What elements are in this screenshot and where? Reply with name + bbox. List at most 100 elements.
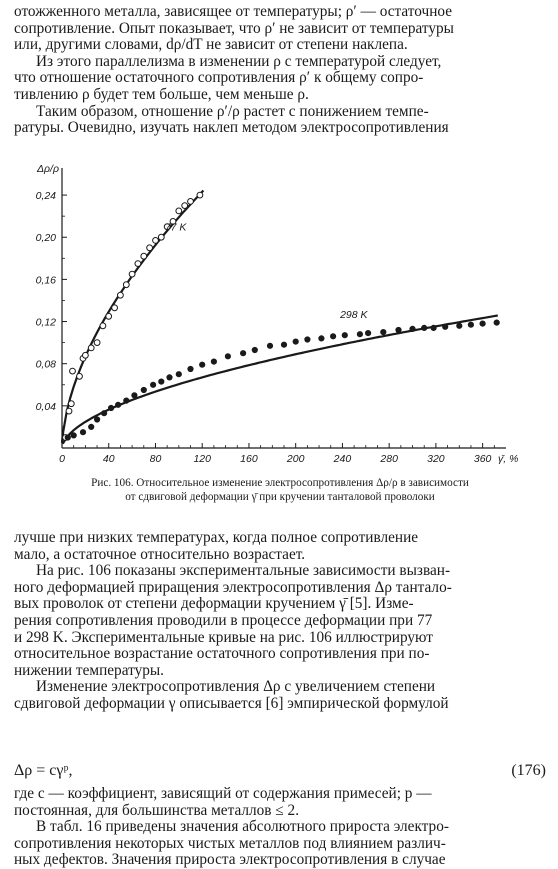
body-paragraph: лучше при низких температурах, когда пол…: [14, 530, 546, 713]
point-298k: [94, 416, 101, 423]
point-77k: [134, 260, 142, 267]
y-tick-label: 0,20: [36, 232, 57, 244]
point-298k: [251, 346, 258, 354]
point-298k: [266, 342, 274, 349]
point-298k: [409, 325, 416, 332]
point-298k: [166, 374, 173, 381]
point-77k: [187, 198, 194, 205]
text-line: где c — коэффициент, зависящий от содерж…: [14, 786, 432, 802]
text-line: вых проволок от степени деформации круче…: [14, 596, 414, 613]
point-298k: [430, 324, 437, 331]
text-line: Таким образом, отношение ρ′/ρ растет с п…: [36, 103, 429, 120]
point-77k: [169, 218, 177, 225]
text-line: и 298 K. Экспериментальные кривые на рис…: [14, 629, 433, 646]
point-77k: [93, 339, 101, 347]
point-298k: [79, 429, 87, 436]
point-298k: [330, 333, 337, 340]
x-tick-label: 40: [103, 453, 115, 465]
point-77k: [152, 237, 159, 244]
point-298k: [115, 401, 122, 408]
point-298k: [187, 365, 194, 373]
point-298k: [64, 434, 71, 441]
point-77k: [128, 270, 136, 278]
point-77k: [181, 202, 189, 209]
y-tick-label: 0,16: [36, 274, 57, 286]
point-298k: [442, 323, 449, 330]
point-298k: [199, 361, 206, 368]
y-tick-label: 0,12: [36, 317, 57, 329]
y-tick-label: 0,24: [36, 190, 57, 202]
point-298k: [365, 330, 372, 337]
chart-curves: [60, 189, 498, 445]
bottom-paragraph: где c — коэффициент, зависящий от содерж…: [14, 786, 546, 869]
point-298k: [479, 320, 486, 327]
text-line: сдвиговой деформации γ описывается [6] э…: [14, 695, 449, 712]
x-tick-label: 360: [474, 453, 492, 465]
point-298k: [140, 386, 147, 394]
x-tick-label: 160: [240, 453, 258, 465]
y-tick-label: 0,04: [36, 401, 57, 413]
x-axis-label: γ̄, %: [498, 453, 518, 465]
point-77k: [87, 344, 95, 352]
point-77k: [69, 367, 76, 375]
text-line: ратуры. Очевидно, изучать наклеп методом…: [14, 120, 449, 137]
x-tick-label: 320: [427, 453, 445, 465]
point-77k: [105, 312, 113, 320]
text-line: рения сопротивления проводили в процессе…: [14, 612, 433, 629]
point-298k: [456, 322, 463, 329]
point-298k: [210, 358, 217, 365]
point-298k: [292, 338, 299, 345]
point-298k: [467, 321, 474, 328]
point-77k: [76, 372, 83, 380]
point-298k: [131, 392, 138, 399]
x-tick-label: 120: [193, 453, 211, 465]
point-298k: [280, 341, 288, 348]
point-77k: [163, 223, 171, 231]
point-77k: [157, 233, 165, 241]
point-77k: [175, 207, 183, 215]
point-298k: [395, 326, 402, 334]
text-line: Изменение электросопротивления Δρ с увел…: [36, 679, 436, 696]
point-298k: [224, 353, 231, 360]
text-line: относительное возрастание остаточного со…: [14, 646, 430, 663]
chart-axes: [61, 168, 506, 449]
text-line: или, другими словами, dρ/dT не зависит о…: [14, 37, 408, 54]
point-77k: [196, 191, 204, 199]
caption-line: Рис. 106. Относительное изменение электр…: [91, 477, 469, 489]
x-tick-label: 200: [286, 453, 305, 465]
point-298k: [123, 397, 130, 404]
point-298k: [421, 324, 428, 331]
caption-line: от сдвиговой деформации γ̄ при кручении …: [125, 491, 435, 503]
point-298k: [150, 381, 157, 388]
x-tick-label: 0: [59, 453, 65, 465]
point-77k: [111, 304, 118, 312]
point-77k: [67, 400, 75, 408]
text-line: тивлению ρ будет тем больше, чем меньше …: [14, 86, 309, 103]
point-77k: [122, 281, 130, 289]
text-line: ных дефектов. Значения прироста электрос…: [14, 852, 446, 869]
x-tick-label: 80: [150, 453, 162, 465]
text-line: лучше при низких температурах, когда пол…: [14, 530, 419, 546]
figure-caption: Рис. 106. Относительное изменение электр…: [20, 476, 540, 504]
curve-298k: [61, 314, 498, 445]
text-line: На рис. 106 показаны экспериментальные з…: [36, 563, 451, 580]
text-line: нижении температуры.: [14, 662, 164, 679]
point-298k: [70, 432, 77, 439]
curve-label-298k: 298 K: [339, 309, 368, 321]
y-axis-label: Δρ/ρ: [36, 163, 59, 175]
point-298k: [380, 329, 387, 336]
text-line: что отношение остаточного сопротивления …: [14, 70, 424, 87]
point-298k: [240, 350, 247, 357]
point-77k: [117, 291, 124, 299]
text-line: постоянная, для большинства металлов ≤ 2…: [14, 802, 300, 819]
point-298k: [341, 332, 348, 339]
point-298k: [88, 423, 95, 430]
resistance-chart: 0 40 80 120 160 200 240 280 320 360 γ̄, % 0,04 0,08 0…: [36, 163, 519, 465]
point-77k: [65, 407, 73, 415]
point-298k: [158, 378, 165, 385]
point-77k: [99, 322, 107, 330]
text-line: Из этого параллелизма в изменении ρ с те…: [36, 53, 442, 70]
text-line: сопротивления некоторых чистых металлов …: [14, 835, 446, 852]
chart-points: [62, 191, 500, 441]
text-line: сопротивление. Опыт показывает, что ρ′ н…: [14, 20, 454, 37]
